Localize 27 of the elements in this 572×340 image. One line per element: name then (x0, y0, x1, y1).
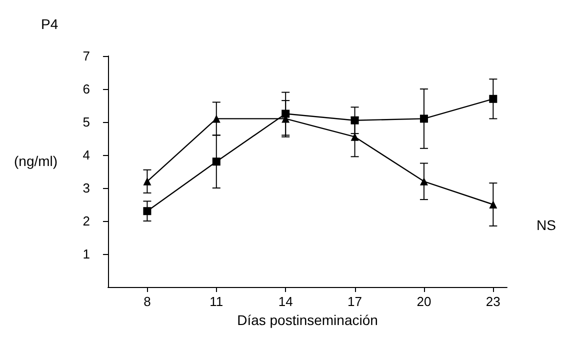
y-axis-title: (ng/ml) (14, 153, 58, 169)
y-tick-label: 2 (82, 214, 90, 228)
y-tick-label: 4 (82, 148, 90, 162)
point (212, 114, 220, 123)
chart-title: P4 (41, 16, 58, 32)
point (489, 200, 498, 208)
x-tick-label: 23 (486, 294, 500, 309)
x-axis-title: Días postinseminación (237, 312, 378, 328)
point (282, 110, 290, 118)
y-tick-label: 3 (82, 180, 90, 196)
point (420, 177, 428, 186)
x-tick-label: 8 (144, 294, 151, 309)
text: NS (536, 217, 556, 233)
y-tick-label: 5 (82, 114, 90, 130)
y-tick-label: 7 (82, 48, 90, 64)
x-tick-label: 20 (416, 294, 432, 309)
point (143, 207, 152, 216)
y-tick-label: 1 (82, 246, 90, 262)
point (420, 114, 428, 123)
point (350, 116, 359, 124)
x-tick-label: 14 (278, 294, 293, 309)
point (212, 158, 220, 166)
y-tick-label: 6 (82, 82, 90, 96)
x-tick-label: 11 (210, 294, 224, 309)
x-tick-label: 17 (348, 294, 362, 309)
point (143, 177, 152, 186)
point (489, 94, 498, 103)
